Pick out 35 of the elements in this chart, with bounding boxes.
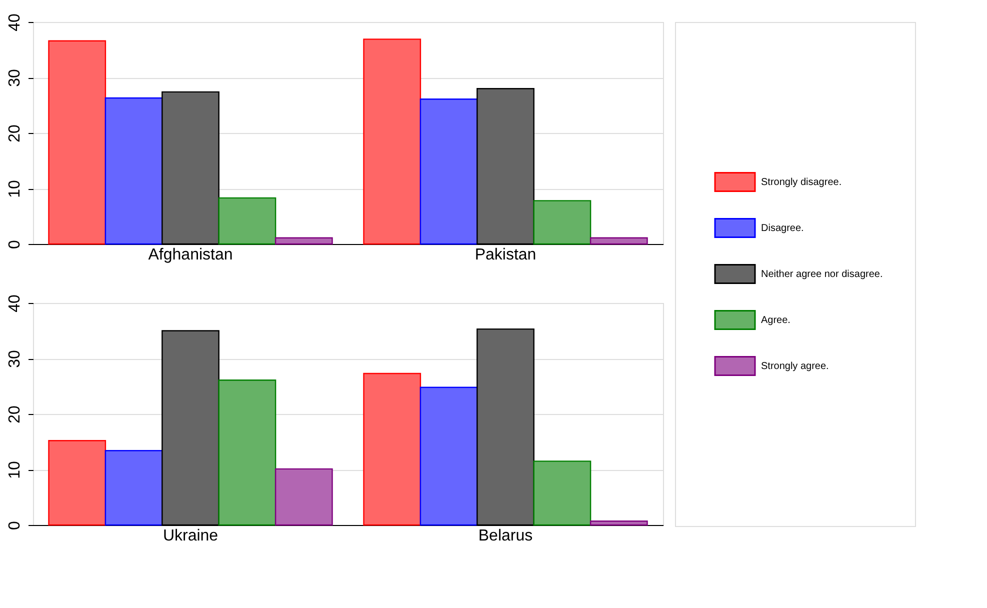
bar <box>363 38 422 245</box>
legend-label: Agree. <box>761 315 790 326</box>
legend-label: Strongly disagree. <box>761 177 842 188</box>
legend-label: Disagree. <box>761 223 804 234</box>
bar <box>104 97 163 245</box>
y-tick-label: 20 <box>6 124 24 142</box>
y-tick-label: 30 <box>6 69 24 87</box>
x-tick-label: Belarus <box>478 528 533 544</box>
bar <box>590 237 648 245</box>
y-tick-label: 0 <box>6 520 24 530</box>
bar <box>104 450 163 526</box>
x-tick-label: Afghanistan <box>148 246 233 264</box>
y-tick-label: 30 <box>6 350 24 368</box>
bar <box>218 380 276 526</box>
y-tick-label: 10 <box>6 180 24 198</box>
bar <box>533 200 592 245</box>
bar <box>420 386 478 526</box>
bar <box>590 520 648 526</box>
x-tick-label: Pakistan <box>474 246 536 264</box>
y-tick-label: 40 <box>6 294 24 312</box>
x-tick-label: Ukraine <box>162 528 218 544</box>
y-tick-label: 40 <box>6 14 24 32</box>
y-tick-label: 10 <box>6 461 24 479</box>
bar <box>274 468 333 526</box>
bar <box>48 40 106 245</box>
y-tick-label: 20 <box>6 406 24 424</box>
bar <box>48 440 106 526</box>
bar <box>218 197 276 245</box>
y-tick-label: 0 <box>6 240 24 249</box>
bar <box>420 98 478 245</box>
bar <box>533 460 592 526</box>
bar <box>274 237 333 245</box>
bar <box>363 372 422 526</box>
legend-label: Strongly agree. <box>761 361 829 372</box>
legend-label: Neither agree nor disagree. <box>761 269 883 280</box>
